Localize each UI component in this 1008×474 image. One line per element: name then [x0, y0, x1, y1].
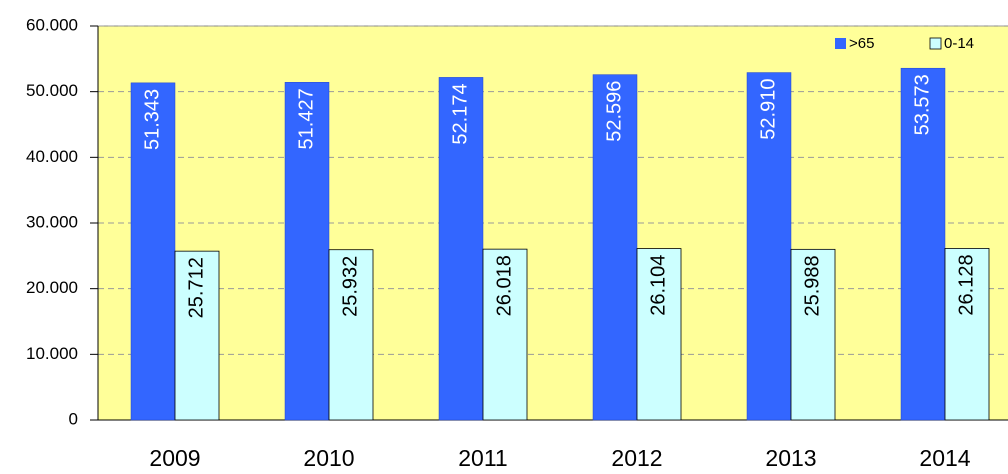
legend-label: >65 — [849, 35, 874, 52]
x-tick-label: 2014 — [919, 445, 970, 471]
data-label: 52.174 — [449, 83, 471, 144]
x-tick-label: 2009 — [149, 445, 200, 471]
data-label: 26.018 — [493, 255, 515, 316]
data-label: 26.128 — [955, 254, 977, 315]
bar — [944, 248, 990, 421]
data-label: 52.910 — [757, 79, 779, 140]
bar — [900, 67, 946, 421]
data-label: 25.932 — [339, 256, 361, 317]
bar — [438, 77, 484, 421]
bar — [130, 82, 176, 421]
x-tick-label: 2010 — [303, 445, 354, 471]
x-tick-label: 2011 — [458, 445, 507, 471]
y-tick-label: 10.000 — [26, 344, 78, 363]
x-tick-label: 2013 — [765, 445, 816, 471]
bar — [746, 72, 792, 421]
bar — [174, 250, 220, 421]
bar — [592, 74, 638, 421]
y-tick-label: 20.000 — [26, 278, 78, 297]
x-tick-label: 2012 — [611, 445, 662, 471]
y-tick-label: 40.000 — [26, 147, 78, 166]
bar — [636, 248, 682, 421]
legend-swatch — [835, 38, 846, 49]
legend-swatch — [929, 37, 942, 50]
data-label: 26.104 — [647, 255, 669, 316]
data-label: 25.712 — [185, 257, 207, 318]
data-label: 51.427 — [295, 88, 317, 149]
data-label: 51.343 — [141, 89, 163, 150]
bar — [328, 249, 374, 421]
y-tick-label: 0 — [69, 409, 78, 428]
data-label: 25.988 — [801, 255, 823, 316]
bar — [284, 82, 330, 421]
bar — [790, 248, 836, 421]
y-tick-label: 50.000 — [26, 81, 78, 100]
bar — [482, 248, 528, 421]
data-label: 53.573 — [911, 74, 933, 135]
y-tick-label: 60.000 — [26, 15, 78, 34]
y-tick-label: 30.000 — [26, 212, 78, 231]
legend-label: 0-14 — [944, 35, 974, 52]
data-label: 52.596 — [603, 81, 625, 142]
